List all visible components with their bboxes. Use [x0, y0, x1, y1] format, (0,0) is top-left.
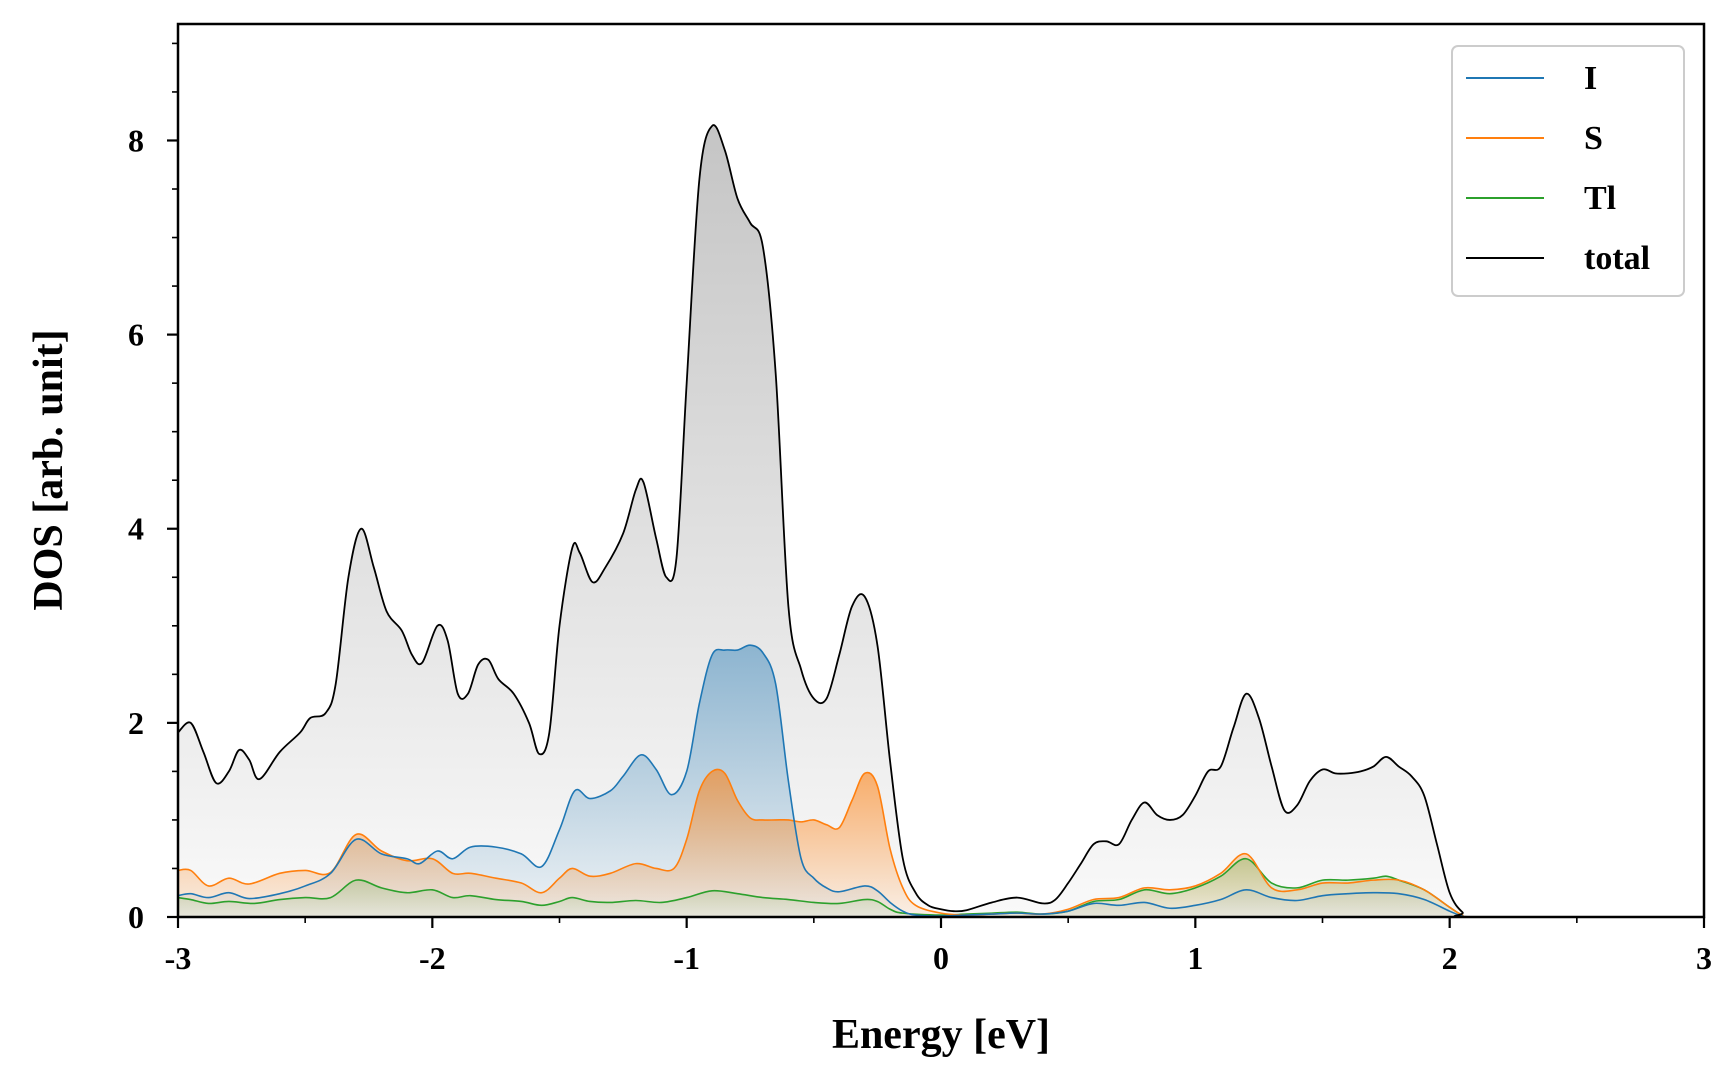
x-tick-label: 0: [933, 940, 949, 976]
y-tick-label: 4: [128, 511, 144, 547]
series-line-i: [178, 644, 1704, 917]
fill-layer: [178, 125, 1704, 917]
legend-label-total: total: [1584, 240, 1650, 277]
y-tick-label: 6: [128, 317, 144, 353]
legend-label-i: I: [1584, 60, 1597, 97]
y-tick-label: 0: [128, 899, 144, 935]
legend-label-tl: Tl: [1584, 180, 1616, 217]
x-tick-label: 1: [1187, 940, 1203, 976]
x-tick-label: -1: [673, 940, 700, 976]
x-tick-label: -3: [165, 940, 192, 976]
y-tick-label: 8: [128, 122, 144, 158]
legend-box: [1451, 45, 1685, 297]
series-fill-s: [178, 769, 1704, 917]
legend-label-s: S: [1584, 120, 1603, 157]
series-fill-i: [178, 645, 1704, 917]
x-tick-label: -2: [419, 940, 446, 976]
x-axis-label: Energy [eV]: [832, 1012, 1050, 1058]
line-layer: [178, 124, 1704, 917]
series-line-s: [178, 768, 1704, 917]
x-tick-label: 3: [1696, 940, 1712, 976]
series-line-total: [178, 124, 1704, 917]
series-fill-total: [178, 125, 1704, 917]
axis-ticks: -3 -2 -1 0 1 2 3 0 2 4 6 8: [128, 42, 1712, 976]
y-axis-label: DOS [arb. unit]: [26, 329, 72, 610]
series-line-tl: [178, 857, 1704, 917]
y-tick-label: 2: [128, 705, 144, 741]
x-tick-label: 2: [1442, 940, 1458, 976]
legend: IS Tl total: [1451, 45, 1685, 297]
series-fill-tl: [178, 858, 1704, 917]
